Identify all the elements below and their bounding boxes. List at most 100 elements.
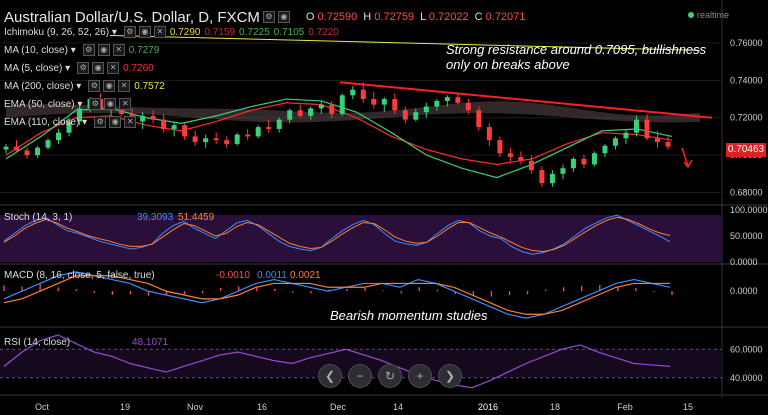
stoch-title: Stoch (14, 3, 1) bbox=[4, 212, 72, 223]
indicator-label: MA (5, close) ▾ bbox=[4, 62, 71, 74]
stoch-d-line bbox=[3, 216, 671, 253]
candle-body bbox=[3, 146, 9, 150]
x-tick-label: Nov bbox=[187, 402, 204, 412]
settings-icon[interactable]: ⚙ bbox=[88, 80, 101, 92]
candle-body bbox=[276, 119, 282, 129]
macd-line bbox=[3, 271, 671, 319]
down-arrow-icon bbox=[681, 147, 693, 169]
candle-body bbox=[245, 134, 251, 137]
settings-icon[interactable]: ⚙ bbox=[82, 44, 95, 56]
y-tick-label: 100.0000 bbox=[730, 205, 768, 215]
zoom-in-icon[interactable]: + bbox=[408, 364, 432, 388]
momentum-annotation: Bearish momentum studies bbox=[330, 308, 488, 323]
y-tick-label: 50.0000 bbox=[730, 231, 763, 241]
x-tick-label: Feb bbox=[617, 402, 633, 412]
eye-icon[interactable]: ◉ bbox=[97, 44, 110, 56]
chart-header: Australian Dollar/U.S. Dollar, D, FXCM ⚙… bbox=[4, 6, 525, 28]
indicator-row[interactable]: EMA (110, close) ▾ ⚙ ◉ ✕ bbox=[4, 116, 137, 128]
candle-body bbox=[539, 170, 545, 184]
close-icon[interactable]: ✕ bbox=[118, 80, 131, 92]
eye-icon[interactable]: ◉ bbox=[92, 62, 105, 74]
zoom-out-icon[interactable]: − bbox=[348, 364, 372, 388]
rsi-title: RSI (14, close) bbox=[4, 337, 70, 348]
eye-icon[interactable]: ◉ bbox=[138, 26, 151, 38]
indicator-value: 0.7220 bbox=[308, 26, 339, 38]
x-tick-label: Oct bbox=[35, 402, 50, 412]
x-tick-label: 19 bbox=[120, 402, 130, 412]
y-tick-label: 0.76000 bbox=[730, 38, 763, 48]
y-tick-label: 0.68000 bbox=[730, 188, 763, 198]
x-tick-label: 14 bbox=[393, 402, 403, 412]
candle-body bbox=[581, 158, 587, 165]
candle-body bbox=[66, 121, 72, 133]
candle-body bbox=[360, 89, 366, 100]
stoch-value: 39.3093 bbox=[137, 212, 174, 223]
candle-body bbox=[350, 89, 356, 96]
candle-body bbox=[14, 146, 20, 151]
ohlc-key-l: L bbox=[420, 11, 426, 23]
resistance-annotation: Strong resistance around 0.7095, bullish… bbox=[446, 42, 707, 72]
ichimoku-cloud bbox=[6, 101, 700, 123]
candle-body bbox=[423, 106, 429, 113]
settings-icon[interactable]: ⚙ bbox=[94, 116, 107, 128]
indicator-row[interactable]: MA (5, close) ▾ ⚙ ◉ ✕ 0.7260 bbox=[4, 62, 154, 74]
candle-body bbox=[570, 158, 576, 169]
candle-body bbox=[234, 134, 240, 144]
indicator-value: 0.7159 bbox=[204, 26, 236, 38]
ohlc-value-h: 0.72759 bbox=[371, 11, 415, 23]
indicator-value: 0.7225 bbox=[239, 26, 270, 38]
macd-value: -0.0010 bbox=[216, 270, 250, 281]
candle-body bbox=[371, 99, 377, 105]
stoch-band bbox=[0, 215, 722, 262]
candle-body bbox=[602, 145, 608, 154]
right-arrow-icon[interactable]: ❯ bbox=[438, 364, 462, 388]
x-tick-label: 15 bbox=[683, 402, 693, 412]
indicator-value: 0.7105 bbox=[273, 26, 305, 38]
close-icon[interactable]: ✕ bbox=[119, 98, 132, 110]
candle-body bbox=[35, 147, 41, 156]
ohlc-value-o: 0.72590 bbox=[314, 11, 358, 23]
indicator-label: EMA (50, close) ▾ bbox=[4, 98, 83, 110]
y-tick-label: 0.0000 bbox=[730, 257, 758, 267]
settings-icon[interactable]: ⚙ bbox=[89, 98, 102, 110]
macd-value: 0.0011 bbox=[257, 270, 287, 281]
indicator-value: 0.7279 bbox=[128, 44, 160, 56]
indicator-row[interactable]: MA (200, close) ▾ ⚙ ◉ ✕ 0.7572 bbox=[4, 80, 165, 92]
ohlc-value-l: 0.72022 bbox=[425, 11, 469, 23]
left-arrow-icon[interactable]: ❮ bbox=[318, 364, 342, 388]
indicator-row[interactable]: EMA (50, close) ▾ ⚙ ◉ ✕ bbox=[4, 98, 132, 110]
reset-icon[interactable]: ↻ bbox=[378, 364, 402, 388]
candle-body bbox=[560, 168, 566, 174]
settings-icon[interactable]: ⚙ bbox=[77, 62, 90, 74]
ohlc-key-h: H bbox=[363, 11, 372, 23]
candle-body bbox=[203, 138, 209, 143]
x-tick-label: 16 bbox=[257, 402, 267, 412]
candle-body bbox=[486, 127, 492, 141]
close-icon[interactable]: ✕ bbox=[112, 44, 125, 56]
realtime-label: realtime bbox=[697, 10, 730, 20]
candle-body bbox=[612, 138, 618, 146]
eye-icon[interactable]: ◉ bbox=[277, 11, 290, 23]
close-icon[interactable]: ✕ bbox=[107, 62, 120, 74]
y-tick-label: 60.0000 bbox=[730, 344, 763, 354]
indicator-row[interactable]: MA (10, close) ▾ ⚙ ◉ ✕ 0.7279 bbox=[4, 44, 159, 56]
eye-icon[interactable]: ◉ bbox=[109, 116, 122, 128]
macd-signal-line bbox=[3, 275, 670, 315]
candle-body bbox=[308, 108, 314, 116]
candle-body bbox=[633, 119, 639, 133]
indicator-row[interactable]: Ichimoku (9, 26, 52, 26) ▾ ⚙ ◉ ✕ 0.7290 0.715… bbox=[4, 26, 339, 38]
settings-icon[interactable]: ⚙ bbox=[123, 26, 136, 38]
ohlc-readout: O 0.72590 H 0.72759 L 0.72022 C 0.72071 bbox=[300, 11, 526, 23]
close-icon[interactable]: ✕ bbox=[153, 26, 166, 38]
stoch-k-line bbox=[3, 214, 671, 255]
eye-icon[interactable]: ◉ bbox=[104, 98, 117, 110]
candle-body bbox=[287, 110, 293, 120]
candle-body bbox=[518, 157, 524, 161]
indicator-label: MA (10, close) ▾ bbox=[4, 44, 76, 56]
eye-icon[interactable]: ◉ bbox=[103, 80, 116, 92]
candle-body bbox=[528, 160, 534, 171]
candle-body bbox=[77, 108, 83, 122]
close-icon[interactable]: ✕ bbox=[124, 116, 137, 128]
settings-icon[interactable]: ⚙ bbox=[262, 11, 275, 23]
